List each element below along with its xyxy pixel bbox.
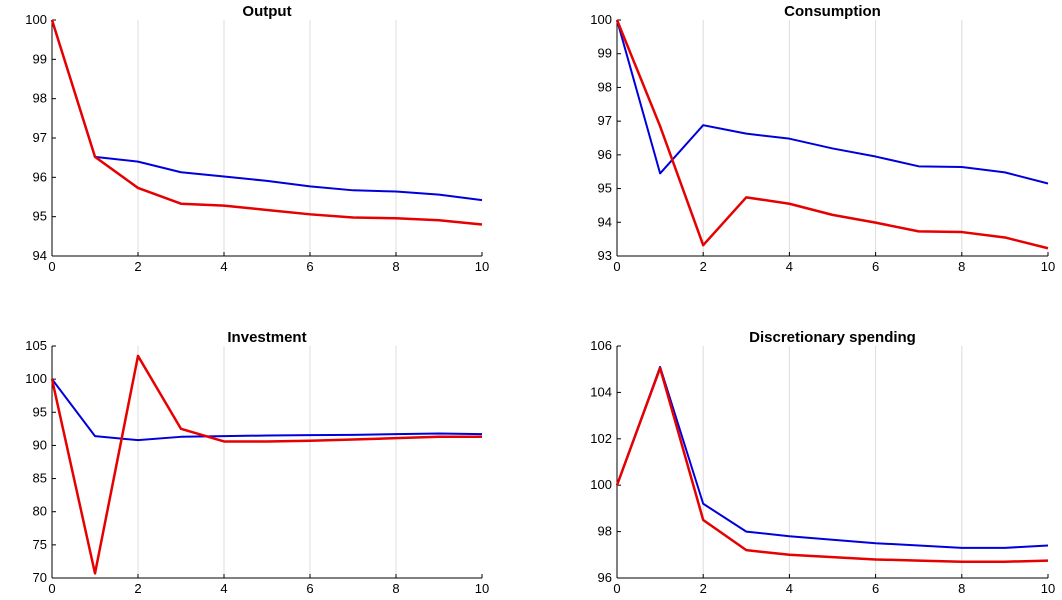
y-tick-label: 94 xyxy=(33,248,47,263)
y-tick-label: 95 xyxy=(598,181,612,196)
y-tick-label: 98 xyxy=(33,91,47,106)
subplot-1: 0 2 4 6 8 10 94 95 96 97 98 99 100 Output xyxy=(25,3,489,274)
x-tick-label: 8 xyxy=(958,581,965,596)
x-tick-label: 10 xyxy=(475,581,489,596)
x-tick-label: 8 xyxy=(392,581,399,596)
x-tick-label: 6 xyxy=(306,259,313,274)
y-tick-label: 105 xyxy=(25,338,47,353)
y-tick-label: 97 xyxy=(33,130,47,145)
x-tick-label: 10 xyxy=(475,259,489,274)
subplot-4: 0 2 4 6 8 10 96 98 100 102 104 106 Discretionary spe… xyxy=(590,329,1055,596)
x-tick-label: 8 xyxy=(958,259,965,274)
x-tick-label: 4 xyxy=(220,581,227,596)
x-tick-label: 6 xyxy=(872,259,879,274)
y-tick-label: 97 xyxy=(598,113,612,128)
x-tick-label: 0 xyxy=(613,259,620,274)
series-line-2 xyxy=(615,366,1049,564)
y-tick-label: 93 xyxy=(598,248,612,263)
x-tick-label: 10 xyxy=(1041,259,1055,274)
y-tick-label: 100 xyxy=(25,12,47,27)
x-tick-label: 2 xyxy=(700,259,707,274)
x-tick-label: 0 xyxy=(613,581,620,596)
y-tick-label: 106 xyxy=(590,338,612,353)
x-tick-label: 0 xyxy=(48,259,55,274)
x-tick-label: 4 xyxy=(786,581,793,596)
x-tick-label: 0 xyxy=(48,581,55,596)
y-tick-label: 70 xyxy=(33,570,47,585)
x-tick-label: 6 xyxy=(306,581,313,596)
chart-title: Discretionary spending xyxy=(749,329,916,346)
y-tick-label: 104 xyxy=(590,384,612,399)
x-tick-label: 4 xyxy=(786,259,793,274)
y-tick-label: 98 xyxy=(598,79,612,94)
subplot-2: 0 2 4 6 8 10 93 94 95 96 97 98 99 100 Consumption xyxy=(590,3,1055,274)
y-tick-label: 94 xyxy=(598,214,612,229)
chart-title: Output xyxy=(242,3,291,20)
y-tick-label: 95 xyxy=(33,404,47,419)
x-tick-label: 8 xyxy=(392,259,399,274)
y-tick-label: 100 xyxy=(590,477,612,492)
chart-title: Consumption xyxy=(784,3,881,20)
series-line-1 xyxy=(51,378,483,442)
y-tick-label: 96 xyxy=(598,147,612,162)
x-tick-label: 2 xyxy=(700,581,707,596)
series-line-2 xyxy=(50,19,483,226)
y-tick-label: 90 xyxy=(33,437,47,452)
x-tick-label: 6 xyxy=(872,581,879,596)
series-line-2 xyxy=(615,19,1049,250)
y-tick-label: 95 xyxy=(33,209,47,224)
y-tick-label: 100 xyxy=(25,371,47,386)
y-tick-label: 85 xyxy=(33,471,47,486)
y-tick-label: 102 xyxy=(590,431,612,446)
y-tick-label: 100 xyxy=(590,12,612,27)
y-tick-label: 75 xyxy=(33,537,47,552)
series-line-2 xyxy=(50,354,482,575)
x-tick-label: 4 xyxy=(220,259,227,274)
chart-title: Investment xyxy=(227,329,306,346)
y-tick-label: 99 xyxy=(33,51,47,66)
x-tick-label: 10 xyxy=(1041,581,1055,596)
series-line-1 xyxy=(616,19,1049,185)
y-tick-label: 99 xyxy=(598,46,612,61)
x-tick-label: 2 xyxy=(134,581,141,596)
y-tick-label: 98 xyxy=(598,524,612,539)
y-tick-label: 96 xyxy=(598,570,612,585)
y-tick-label: 96 xyxy=(33,169,47,184)
subplot-3: 0 2 4 6 8 10 70 75 80 85 90 95 100 105 Investment xyxy=(25,329,489,596)
y-tick-label: 80 xyxy=(33,504,47,519)
series-line-1 xyxy=(616,365,1049,549)
x-tick-label: 2 xyxy=(134,259,141,274)
series-line-1 xyxy=(51,19,483,202)
